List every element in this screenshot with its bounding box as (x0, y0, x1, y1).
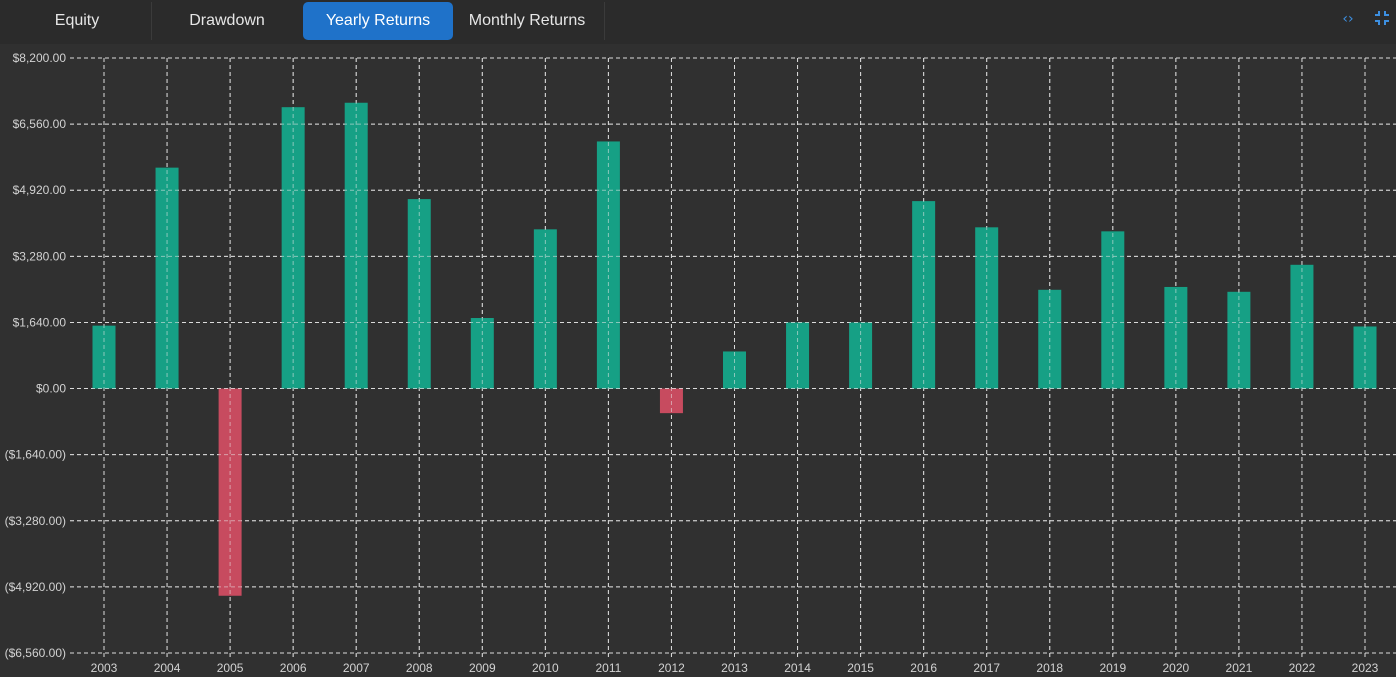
x-tick-label: 2019 (1099, 661, 1126, 675)
y-tick-label: $3,280.00 (13, 249, 67, 263)
bar-2023[interactable] (1353, 326, 1377, 389)
y-tick-label: $1,640.00 (13, 315, 67, 329)
x-tick-label: 2013 (721, 661, 748, 675)
x-tick-label: 2008 (406, 661, 433, 675)
y-tick-label: ($1,640.00) (5, 448, 66, 462)
x-tick-label: 2010 (532, 661, 559, 675)
y-tick-label: ($4,920.00) (5, 580, 66, 594)
x-tick-label: 2005 (217, 661, 244, 675)
x-tick-label: 2023 (1352, 661, 1379, 675)
x-tick-label: 2003 (91, 661, 118, 675)
bar-chart-svg: $8,200.00 $6,560.00 $4,920.00 $3,280.00 $1,6… (5, 51, 1396, 675)
x-tick-label: 2011 (595, 661, 621, 675)
tab-equity[interactable]: Equity (54, 12, 100, 29)
x-tick-label: 2007 (343, 661, 370, 675)
x-tick-label: 2017 (973, 661, 1000, 675)
y-tick-label: ($3,280.00) (5, 514, 66, 528)
x-tick-label: 2018 (1036, 661, 1063, 675)
bar-2003[interactable] (92, 325, 116, 389)
x-tick-label: 2020 (1162, 661, 1189, 675)
bar-2019[interactable] (1101, 231, 1125, 389)
bar-2012[interactable] (659, 388, 683, 414)
bar-2007[interactable] (344, 102, 368, 389)
y-tick-label: $0.00 (36, 382, 66, 396)
bar-2017[interactable] (975, 227, 999, 389)
y-tick-label: ($6,560.00) (5, 646, 66, 660)
x-tick-label: 2014 (784, 661, 811, 675)
bar-2008[interactable] (407, 199, 431, 389)
collapse-icon[interactable] (1372, 10, 1392, 28)
bar-2011[interactable] (596, 141, 620, 389)
x-tick-label: 2004 (154, 661, 181, 675)
x-tick-label: 2015 (847, 661, 874, 675)
x-tick-label: 2016 (910, 661, 937, 675)
tab-divider (604, 2, 605, 40)
y-tick-label: $6,560.00 (13, 117, 67, 131)
tab-drawdown[interactable]: Drawdown (189, 12, 265, 29)
y-tick-label: $8,200.00 (13, 51, 67, 65)
bar-2010[interactable] (533, 229, 557, 389)
code-brackets-icon[interactable]: ‹› (1342, 11, 1354, 27)
tab-divider (151, 2, 152, 40)
x-tick-label: 2022 (1289, 661, 1316, 675)
bar-2013[interactable] (723, 351, 746, 389)
bar-2016[interactable] (912, 201, 936, 389)
x-tick-label: 2006 (280, 661, 307, 675)
x-tick-label: 2012 (658, 661, 685, 675)
x-tick-label: 2009 (469, 661, 496, 675)
bar-2020[interactable] (1164, 286, 1188, 389)
y-tick-label: $4,920.00 (13, 183, 67, 197)
tab-yearly-returns[interactable]: Yearly Returns (303, 2, 453, 40)
x-tick-label: 2021 (1226, 661, 1253, 675)
chart-tab-bar: Equity Drawdown Yearly Returns Monthly R… (0, 0, 1396, 44)
tab-monthly-returns[interactable]: Monthly Returns (468, 12, 586, 29)
yearly-returns-chart: $8,200.00 $6,560.00 $4,920.00 $3,280.00 $1,6… (0, 44, 1396, 677)
